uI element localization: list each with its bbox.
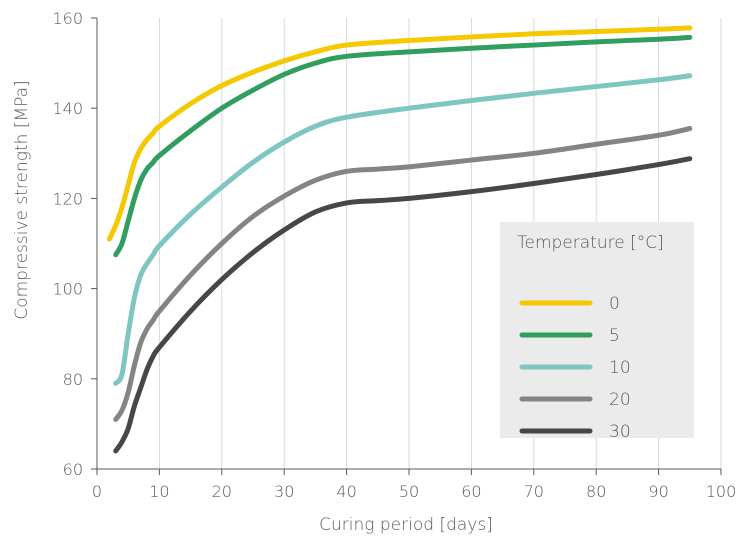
legend-label-30: 30 [609, 422, 631, 442]
y-tick-label: 60 [63, 460, 83, 479]
y-tick-label: 140 [52, 99, 83, 118]
legend: Temperature [°C] 0 5 10 20 30 [517, 233, 664, 442]
x-tick-label: 40 [336, 482, 356, 501]
series-line-30 [113, 156, 693, 454]
x-tick-label: 10 [149, 482, 169, 501]
x-tick-label: 80 [586, 482, 606, 501]
axes-layer [91, 17, 722, 475]
x-axis-title: Curing period [days] [319, 515, 493, 535]
x-tick-label: 20 [212, 482, 232, 501]
series-line-10 [113, 73, 693, 386]
legend-label-20: 20 [609, 390, 631, 410]
legend-background [500, 222, 694, 438]
x-tick-label: 100 [706, 482, 737, 501]
legend-box [500, 222, 694, 438]
legend-label-10: 10 [609, 358, 631, 378]
x-tick-label: 90 [648, 482, 668, 501]
x-tick-label: 30 [274, 482, 294, 501]
legend-title: Temperature [°C] [517, 233, 664, 253]
x-tick-label: 0 [92, 482, 102, 501]
y-tick-label: 160 [52, 9, 83, 28]
legend-label-5: 5 [609, 326, 620, 346]
series-line-20 [113, 126, 693, 422]
y-tick-label: 120 [52, 189, 83, 208]
y-tick-label: 100 [52, 280, 83, 299]
x-tick-label: 50 [399, 482, 419, 501]
x-tick-label: 60 [461, 482, 481, 501]
series-layer [106, 25, 693, 454]
series-line-0 [106, 25, 693, 242]
y-tick-label: 80 [63, 370, 83, 389]
series-line-5 [113, 34, 693, 258]
y-axis-title: Compressive strength [MPa] [12, 80, 32, 319]
x-tick-label: 70 [524, 482, 544, 501]
legend-label-0: 0 [609, 294, 620, 314]
